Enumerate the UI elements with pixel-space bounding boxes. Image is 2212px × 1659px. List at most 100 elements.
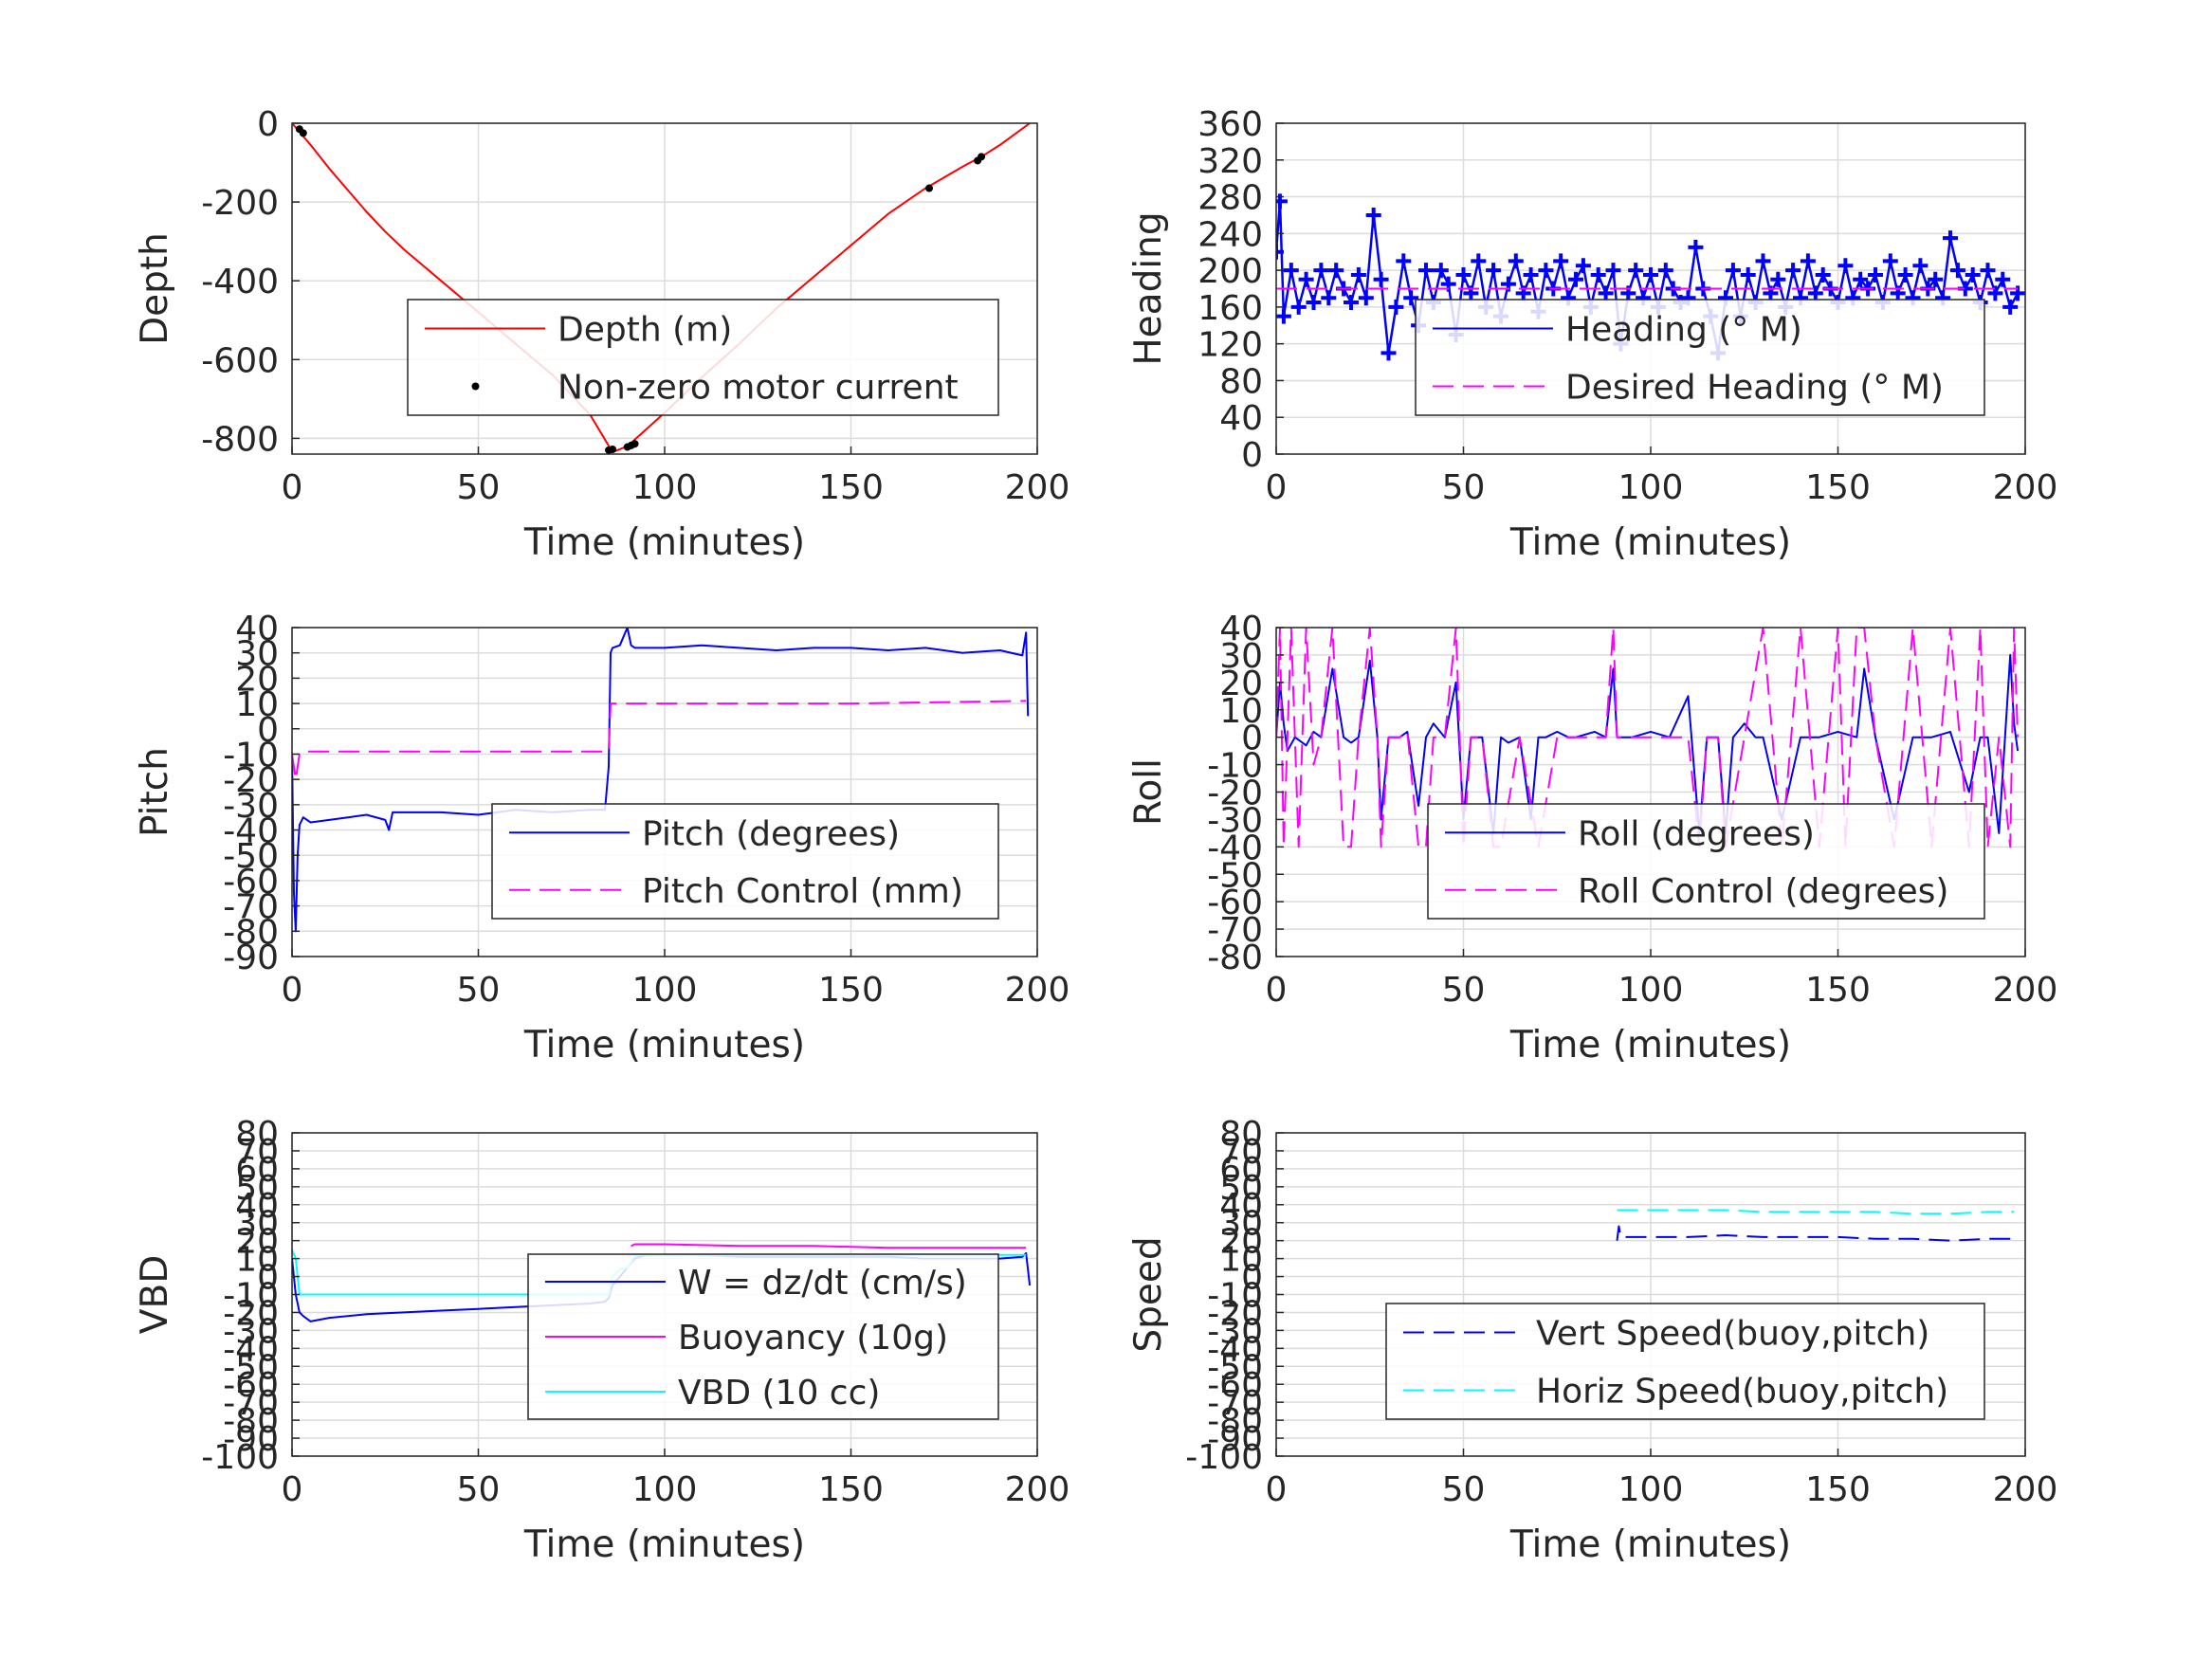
y-tick-label: -20 [223, 761, 279, 800]
panel-2-series-1-marker [1837, 258, 1854, 274]
y-tick-label: 20 [235, 1223, 279, 1262]
panel-2-series-1-marker [1770, 271, 1786, 287]
y-tick-label: 60 [235, 1151, 279, 1190]
y-tick-label: -10 [1207, 747, 1263, 786]
y-tick-label: -20 [1207, 1294, 1263, 1333]
panel-4-legend: Roll (degrees) Roll Control (degrees) [1427, 803, 1985, 920]
panel-4-legend-box [1427, 803, 1985, 920]
y-tick-label: -800 [201, 420, 279, 459]
panel-2-series-1-marker [1321, 290, 1337, 306]
panel-4-legend-label-1: Roll (degrees) [1578, 814, 1815, 853]
x-tick-label: 0 [1266, 971, 1288, 1010]
panel-2-series-1-marker [1553, 253, 1569, 269]
panel-2-series-1-marker [1815, 266, 1831, 283]
y-tick-label: -100 [201, 1438, 279, 1477]
panel-2-series-1-marker [1433, 263, 1449, 279]
y-tick-label: -80 [223, 913, 279, 952]
y-tick-label: -10 [223, 1277, 279, 1316]
y-tick-label: 30 [1219, 637, 1263, 676]
panel-2-series-1-marker [1755, 253, 1771, 269]
x-tick-label: 100 [632, 468, 698, 507]
panel-6-legend-label-2: Horiz Speed(buoy,pitch) [1536, 1373, 1948, 1412]
y-tick-label: -70 [1207, 911, 1263, 950]
y-tick-label: -10 [223, 736, 279, 775]
x-tick-label: 0 [282, 1470, 303, 1509]
y-tick-label: -20 [223, 1294, 279, 1333]
y-tick-label: -20 [1207, 775, 1263, 813]
x-tick-label: 150 [1805, 1470, 1871, 1509]
y-tick-label: 10 [1219, 692, 1263, 731]
y-tick-label: 160 [1197, 289, 1263, 328]
panel-2-series-1-marker [1471, 253, 1487, 269]
x-tick-label: 50 [457, 468, 501, 507]
y-tick-label: -70 [1207, 1384, 1263, 1423]
panel-2-legend-label-2: Desired Heading (° M) [1565, 369, 1944, 408]
panel-2-series-1-marker [1306, 295, 1322, 311]
y-tick-label: 0 [257, 105, 279, 144]
y-tick-label: -200 [201, 184, 279, 223]
panel-1-data-layer [292, 123, 1031, 454]
y-tick-label: 200 [1197, 252, 1263, 291]
panel-2-series-1-marker [1868, 266, 1883, 283]
y-tick-label: -30 [1207, 801, 1263, 840]
y-tick-label: -90 [1207, 1420, 1263, 1459]
panel-2-series-1-marker [1643, 266, 1658, 283]
panel-2-series-1-marker [1276, 308, 1291, 324]
panel-2-series-1-marker [1276, 244, 1284, 260]
panel-4-y-axis-label: Roll [1127, 758, 1170, 826]
panel-2-series-1-marker [1657, 263, 1673, 279]
panel-3-series-2-line [292, 700, 1027, 781]
y-tick-label: -50 [1207, 856, 1263, 895]
x-tick-label: 100 [1618, 468, 1684, 507]
y-tick-label: 0 [257, 1259, 279, 1298]
x-tick-label: 50 [457, 1470, 501, 1509]
panel-1-series-2-point [608, 446, 616, 454]
y-tick-label: 10 [235, 685, 279, 724]
panel-2-series-1-marker [1365, 207, 1381, 223]
y-tick-label: -40 [223, 812, 279, 851]
panel-2-series-1-marker [1373, 271, 1389, 287]
panel-3-legend: Pitch (degrees) Pitch Control (mm) [491, 803, 999, 920]
y-tick-label: 30 [235, 1205, 279, 1244]
panel-6-y-axis-label: Speed [1127, 1236, 1170, 1352]
y-tick-label: -40 [1207, 1330, 1263, 1369]
x-tick-label: 200 [1993, 971, 2058, 1010]
panel-6-series-2-line [1617, 1209, 2015, 1215]
y-tick-label: -60 [223, 863, 279, 902]
y-tick-label: 240 [1197, 215, 1263, 254]
y-tick-label: -50 [223, 837, 279, 876]
y-tick-label: 80 [1219, 362, 1263, 401]
x-tick-label: 100 [632, 971, 698, 1010]
y-tick-label: -30 [223, 787, 279, 826]
panel-6-x-axis-label: Time (minutes) [1509, 1523, 1791, 1566]
panel-6-legend-box [1385, 1303, 1985, 1420]
panel-1-legend-swatch-2 [471, 382, 480, 391]
panel-5-legend-label-2: Buoyancy (10g) [678, 1319, 948, 1358]
panel-4-series-2-line [1276, 628, 2020, 848]
y-tick-label: 70 [1219, 1133, 1263, 1172]
panel-2-series-1-marker [1344, 295, 1359, 311]
panel-1-series-2-point [299, 129, 307, 137]
x-tick-label: 200 [1993, 1470, 2058, 1509]
panel-4-x-axis-label: Time (minutes) [1509, 1024, 1791, 1066]
y-tick-label: 80 [1219, 1115, 1263, 1154]
panel-2-series-1-marker [1486, 263, 1502, 279]
y-tick-label: 0 [257, 711, 279, 750]
y-tick-label: -90 [223, 1420, 279, 1459]
panel-2-series-1-marker [1598, 285, 1614, 301]
panel-1-series-2-point [978, 153, 986, 161]
panel-2-series-1-marker [1928, 271, 1944, 287]
panel-2-series-1-marker [1800, 253, 1816, 269]
panel-2-series-1-marker [1380, 345, 1397, 361]
y-tick-label: -80 [1207, 939, 1263, 977]
panel-1-chart: 0 50 100 150 200 0 -200 -400 -600 -800 Time (minut… [134, 105, 1069, 564]
y-tick-label: 30 [1219, 1205, 1263, 1244]
y-tick-label: 20 [235, 660, 279, 699]
x-tick-label: 50 [1442, 1470, 1486, 1509]
panel-2-series-1-marker [1508, 253, 1524, 269]
panel-3-series-1-line [292, 628, 1030, 933]
y-tick-label: 0 [1241, 1259, 1263, 1298]
panel-2-series-1-marker [1298, 271, 1314, 287]
x-tick-label: 0 [1266, 468, 1288, 507]
y-tick-label: 10 [235, 1241, 279, 1280]
